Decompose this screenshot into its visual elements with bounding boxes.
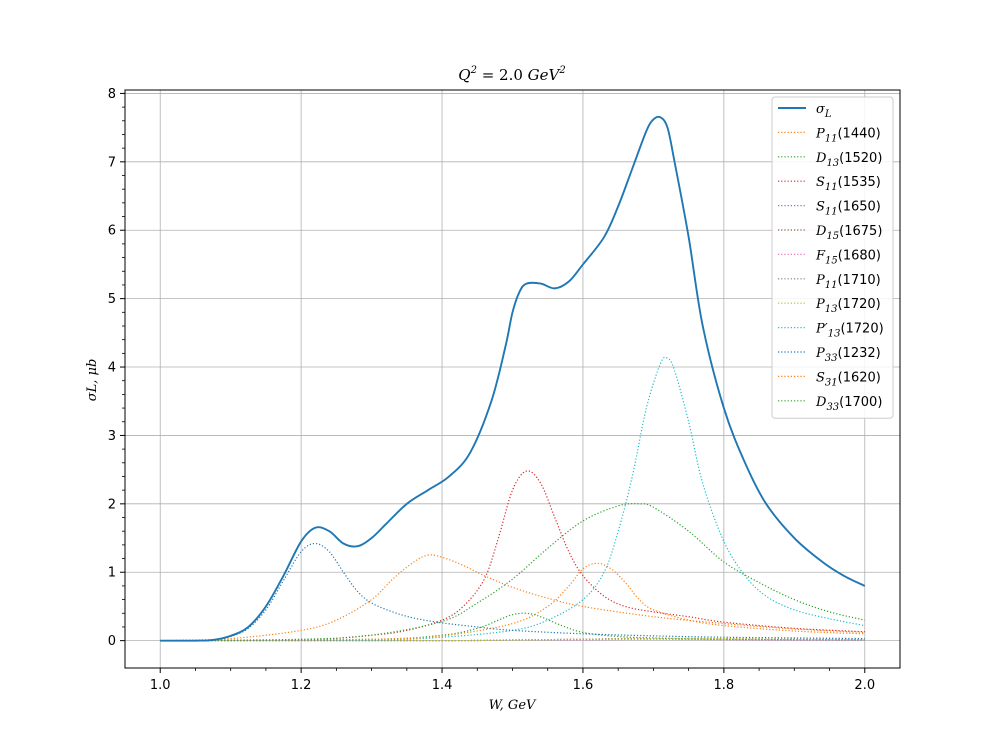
series-line	[160, 638, 865, 642]
series-line	[160, 470, 865, 642]
series-line	[160, 612, 865, 642]
legend-entry: D15(1675)	[815, 224, 882, 242]
series-line	[160, 554, 865, 642]
legend-entry: P′13(1720)	[815, 322, 884, 340]
y-tick-label: 4	[108, 361, 116, 376]
y-tick-label: 8	[108, 87, 116, 102]
x-tick-label: 1.2	[291, 678, 312, 693]
x-tick-label: 2.0	[854, 678, 875, 693]
legend-entry: σL	[816, 102, 832, 120]
y-tick-label: 6	[108, 224, 116, 239]
y-tick-label: 7	[108, 155, 116, 170]
legend-entry: D13(1520)	[815, 151, 882, 169]
chart-title: Q2 = 2.0 GeV2	[458, 65, 566, 84]
legend-entry: D33(1700)	[815, 395, 882, 413]
x-tick-label: 1.8	[714, 678, 735, 693]
legend-entry: F15(1680)	[815, 248, 881, 266]
legend-entry: S11(1535)	[816, 175, 881, 193]
x-tick-label: 1.6	[573, 678, 594, 693]
series-layer	[160, 115, 866, 642]
legend-entry: P11(1710)	[815, 273, 881, 291]
series-line	[160, 637, 865, 642]
axis-ticks: 1.0 1.2 1.4 1.6 1.8 2.0 0 1 2 3 4 5 6 7 8	[108, 87, 875, 693]
legend-entry: P33(1232)	[815, 346, 881, 364]
legend-entry: S11(1650)	[816, 200, 881, 218]
legend-entry: S31(1620)	[816, 370, 881, 388]
y-tick-label: 1	[108, 566, 116, 581]
y-tick-label: 0	[108, 634, 116, 649]
legend-entry: P11(1440)	[815, 126, 881, 144]
x-axis-label: W, GeV	[489, 698, 537, 713]
legend-entry: P13(1720)	[815, 297, 881, 315]
series-line	[160, 503, 865, 642]
y-tick-label: 5	[108, 292, 116, 307]
legend-box	[771, 96, 894, 419]
series-line	[160, 562, 865, 642]
series-line	[160, 356, 865, 642]
series-line	[160, 115, 866, 642]
x-tick-label: 1.0	[150, 678, 171, 693]
y-tick-label: 3	[108, 429, 116, 444]
y-tick-label: 2	[108, 497, 116, 512]
series-line	[160, 542, 865, 642]
legend: σL P11(1440) D13(1520) S11(1535) S11(1650) D1…	[771, 96, 894, 419]
x-tick-label: 1.4	[432, 678, 453, 693]
y-axis-label: σL, μb	[85, 359, 100, 402]
